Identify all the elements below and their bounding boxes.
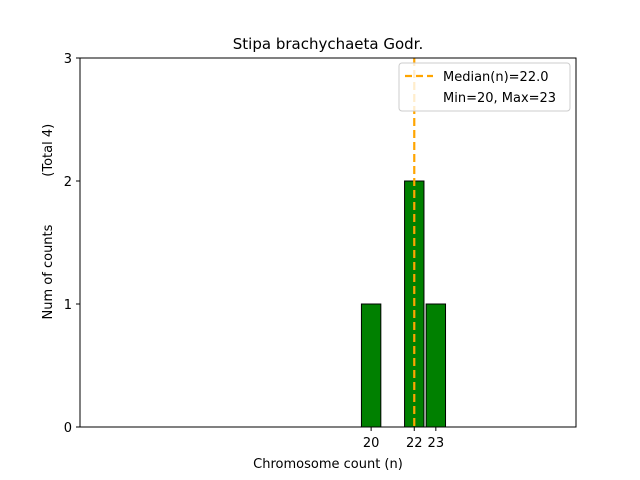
y-axis-total-label: (Total 4): [41, 124, 56, 177]
legend-box: [398, 62, 571, 112]
y-tick-label-1: 1: [64, 298, 72, 313]
x-tick-label-23: 23: [428, 436, 445, 451]
legend: Median(n)=22.0 Min=20, Max=23: [398, 62, 571, 112]
y-tick-label-3: 3: [64, 52, 72, 67]
y-tick-label-2: 2: [64, 175, 72, 190]
bars-layer: [80, 180, 523, 428]
x-axis-label: Chromosome count (n): [253, 457, 403, 472]
x-tick-label-22: 22: [406, 436, 423, 451]
legend-entry-median: Median(n)=22.0: [443, 70, 549, 85]
axes-frame: [79, 57, 577, 428]
x-ticks: 20 22 23: [363, 427, 444, 451]
y-ticks: 0 1 2 3: [64, 52, 80, 436]
bar-20: [360, 303, 382, 428]
x-tick-label-20: 20: [363, 436, 380, 451]
chart-title: Stipa brachychaeta Godr.: [233, 35, 423, 53]
y-axis-label: Num of counts: [41, 224, 56, 319]
y-tick-label-0: 0: [64, 421, 72, 436]
legend-entry-min-max: Min=20, Max=23: [443, 91, 556, 106]
bar-23: [425, 303, 447, 428]
